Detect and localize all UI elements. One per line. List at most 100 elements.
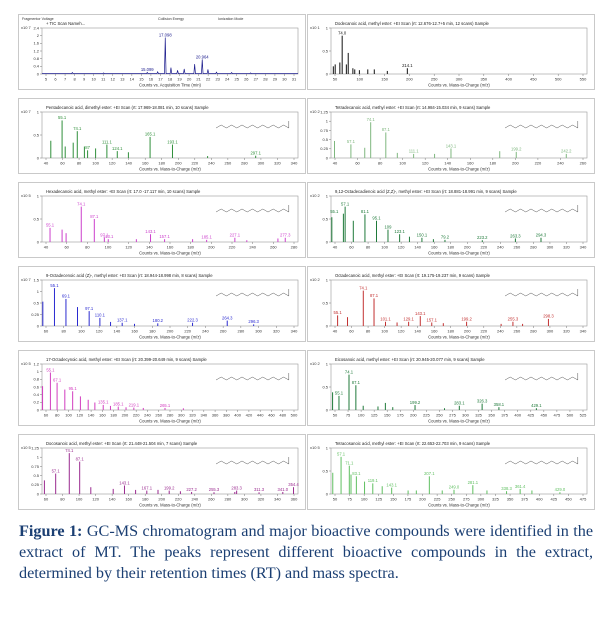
x-tick-label: 160: [142, 161, 149, 166]
x-tick-label: 60: [44, 413, 49, 418]
caption-text: GC-MS chromatogram and major bioactive c…: [19, 522, 594, 582]
x-tick-label: 250: [448, 497, 455, 502]
x-tick-label: 280: [241, 161, 248, 166]
peak-label: 199.2: [461, 317, 472, 322]
panel-border: [18, 182, 306, 258]
x-tick-label: 160: [99, 413, 106, 418]
y-tick-label: 0: [37, 407, 40, 412]
peak-label: 283.3: [231, 485, 242, 490]
x-tick-label: 180: [142, 497, 149, 502]
x-tick-label: 450: [540, 413, 547, 418]
y-exponent: x10 7: [21, 25, 32, 30]
x-axis-label: Counts vs. Mass-to-Charge (m/z): [139, 251, 201, 256]
peak-label: 207.1: [424, 471, 435, 476]
peak-label: 95.1: [372, 216, 381, 221]
x-tick-label: 475: [554, 413, 561, 418]
x-tick-label: 100: [78, 329, 85, 334]
y-tick-label: 0: [326, 407, 329, 412]
x-tick-label: 15: [139, 77, 144, 82]
peak-label: 17.098: [159, 33, 172, 38]
y-tick-label: 0.75: [320, 128, 329, 133]
spectrum-chart: x10 5 Hexadecanoic acid, methyl ester: +E…: [18, 182, 306, 258]
y-tick-label: 0.4: [33, 392, 39, 397]
panel-border: [307, 266, 595, 342]
x-tick-label: 60: [60, 161, 65, 166]
x-tick-label: 340: [291, 161, 298, 166]
x-tick-label: 27: [254, 77, 259, 82]
x-tick-label: 260: [270, 245, 277, 250]
x-tick-label: 400: [234, 413, 241, 418]
spectrum-title: + TIC Scan Nameh...: [46, 21, 85, 26]
panel-border: [307, 14, 595, 90]
header-label: Fragmentor Voltage: [22, 17, 54, 21]
peak-label: 74.1: [77, 201, 86, 206]
peak-label: 326.3: [477, 398, 488, 403]
x-tick-label: 550: [580, 77, 587, 82]
chromatogram-peak: [250, 72, 251, 74]
y-tick-label: 0.5: [33, 216, 39, 221]
x-tick-label: 26: [244, 77, 249, 82]
x-axis-label: Counts vs. Mass-to-Charge (m/z): [139, 503, 201, 508]
x-tick-label: 220: [535, 161, 542, 166]
x-tick-label: 280: [530, 245, 537, 250]
x-tick-label: 100: [76, 497, 83, 502]
x-tick-label: 180: [149, 329, 156, 334]
spectrum-chart: x10 7 Pentadecanoic acid, dimethyl ester:…: [18, 98, 306, 174]
chromatogram-peak: [164, 37, 166, 39]
tetradecanoic-acid-spectrum-panel: x10 2 Tetradecanoic acid, methyl ester: +…: [307, 98, 595, 174]
y-tick-label: 1: [37, 289, 40, 294]
peak-label: 227.1: [230, 233, 241, 238]
peak-label: 429.0: [555, 487, 566, 492]
x-tick-label: 320: [258, 497, 265, 502]
x-tick-label: 25: [235, 77, 240, 82]
x-tick-label: 16: [149, 77, 154, 82]
x-tick-label: 200: [410, 413, 417, 418]
x-tick-label: 60: [349, 329, 354, 334]
x-tick-label: 160: [125, 497, 132, 502]
x-axis-label: Counts vs. Mass-to-Charge (m/z): [428, 83, 490, 88]
x-tick-label: 100: [361, 497, 368, 502]
x-tick-label: 50: [333, 497, 338, 502]
peak-label: 57.1: [347, 139, 356, 144]
x-tick-label: 360: [291, 497, 298, 502]
x-tick-label: 300: [241, 497, 248, 502]
spectrum-title: Dodecanoic acid, methyl ester: +EI Scan …: [335, 21, 490, 26]
x-tick-label: 160: [131, 329, 138, 334]
x-tick-label: 350: [480, 77, 487, 82]
x-tick-label: 200: [122, 413, 129, 418]
hexadecanoic-acid-spectrum-panel: x10 5 Hexadecanoic acid, methyl ester: +E…: [18, 182, 306, 258]
x-tick-label: 260: [155, 413, 162, 418]
x-tick-label: 50: [333, 77, 338, 82]
peak-label: 143.1: [415, 311, 426, 316]
x-tick-label: 400: [536, 497, 543, 502]
x-tick-label: 300: [547, 245, 554, 250]
x-tick-label: 60: [64, 245, 69, 250]
dodecanoic-acid-spectrum-panel: x10 1 Dodecanoic acid, methyl ester: +EI …: [307, 14, 595, 90]
y-tick-label: 0.2: [33, 400, 39, 405]
y-exponent: x10 2: [310, 277, 321, 282]
peak-label: 143.1: [119, 480, 130, 485]
x-tick-label: 8: [73, 77, 76, 82]
x-tick-label: 150: [390, 497, 397, 502]
panel-border: [18, 350, 306, 426]
peak-label: 55.1: [334, 310, 343, 315]
x-tick-label: 23: [215, 77, 220, 82]
y-tick-label: 2.4: [33, 25, 39, 30]
y-tick-label: 0.5: [33, 132, 39, 137]
chromatogram-peak: [177, 70, 178, 71]
y-tick-label: 0.8: [33, 56, 39, 61]
x-tick-label: 260: [514, 329, 521, 334]
chromatogram-peak: [231, 72, 232, 73]
x-tick-label: 340: [200, 413, 207, 418]
y-tick-label: 1.25: [31, 445, 40, 450]
peak-label: 57.1: [341, 201, 350, 206]
panel-border: [307, 350, 595, 426]
spectrum-chart: x10 7 9-Octadecenoic acid (Z)-, methyl es…: [18, 266, 306, 342]
x-tick-label: 280: [238, 329, 245, 334]
peak-label: 81.1: [361, 209, 370, 214]
peak-label: 143.1: [145, 229, 156, 234]
x-tick-label: 120: [398, 329, 405, 334]
panel-border: [307, 98, 595, 174]
y-tick-label: 0: [326, 491, 329, 496]
peak-label: 281.1: [468, 480, 479, 485]
